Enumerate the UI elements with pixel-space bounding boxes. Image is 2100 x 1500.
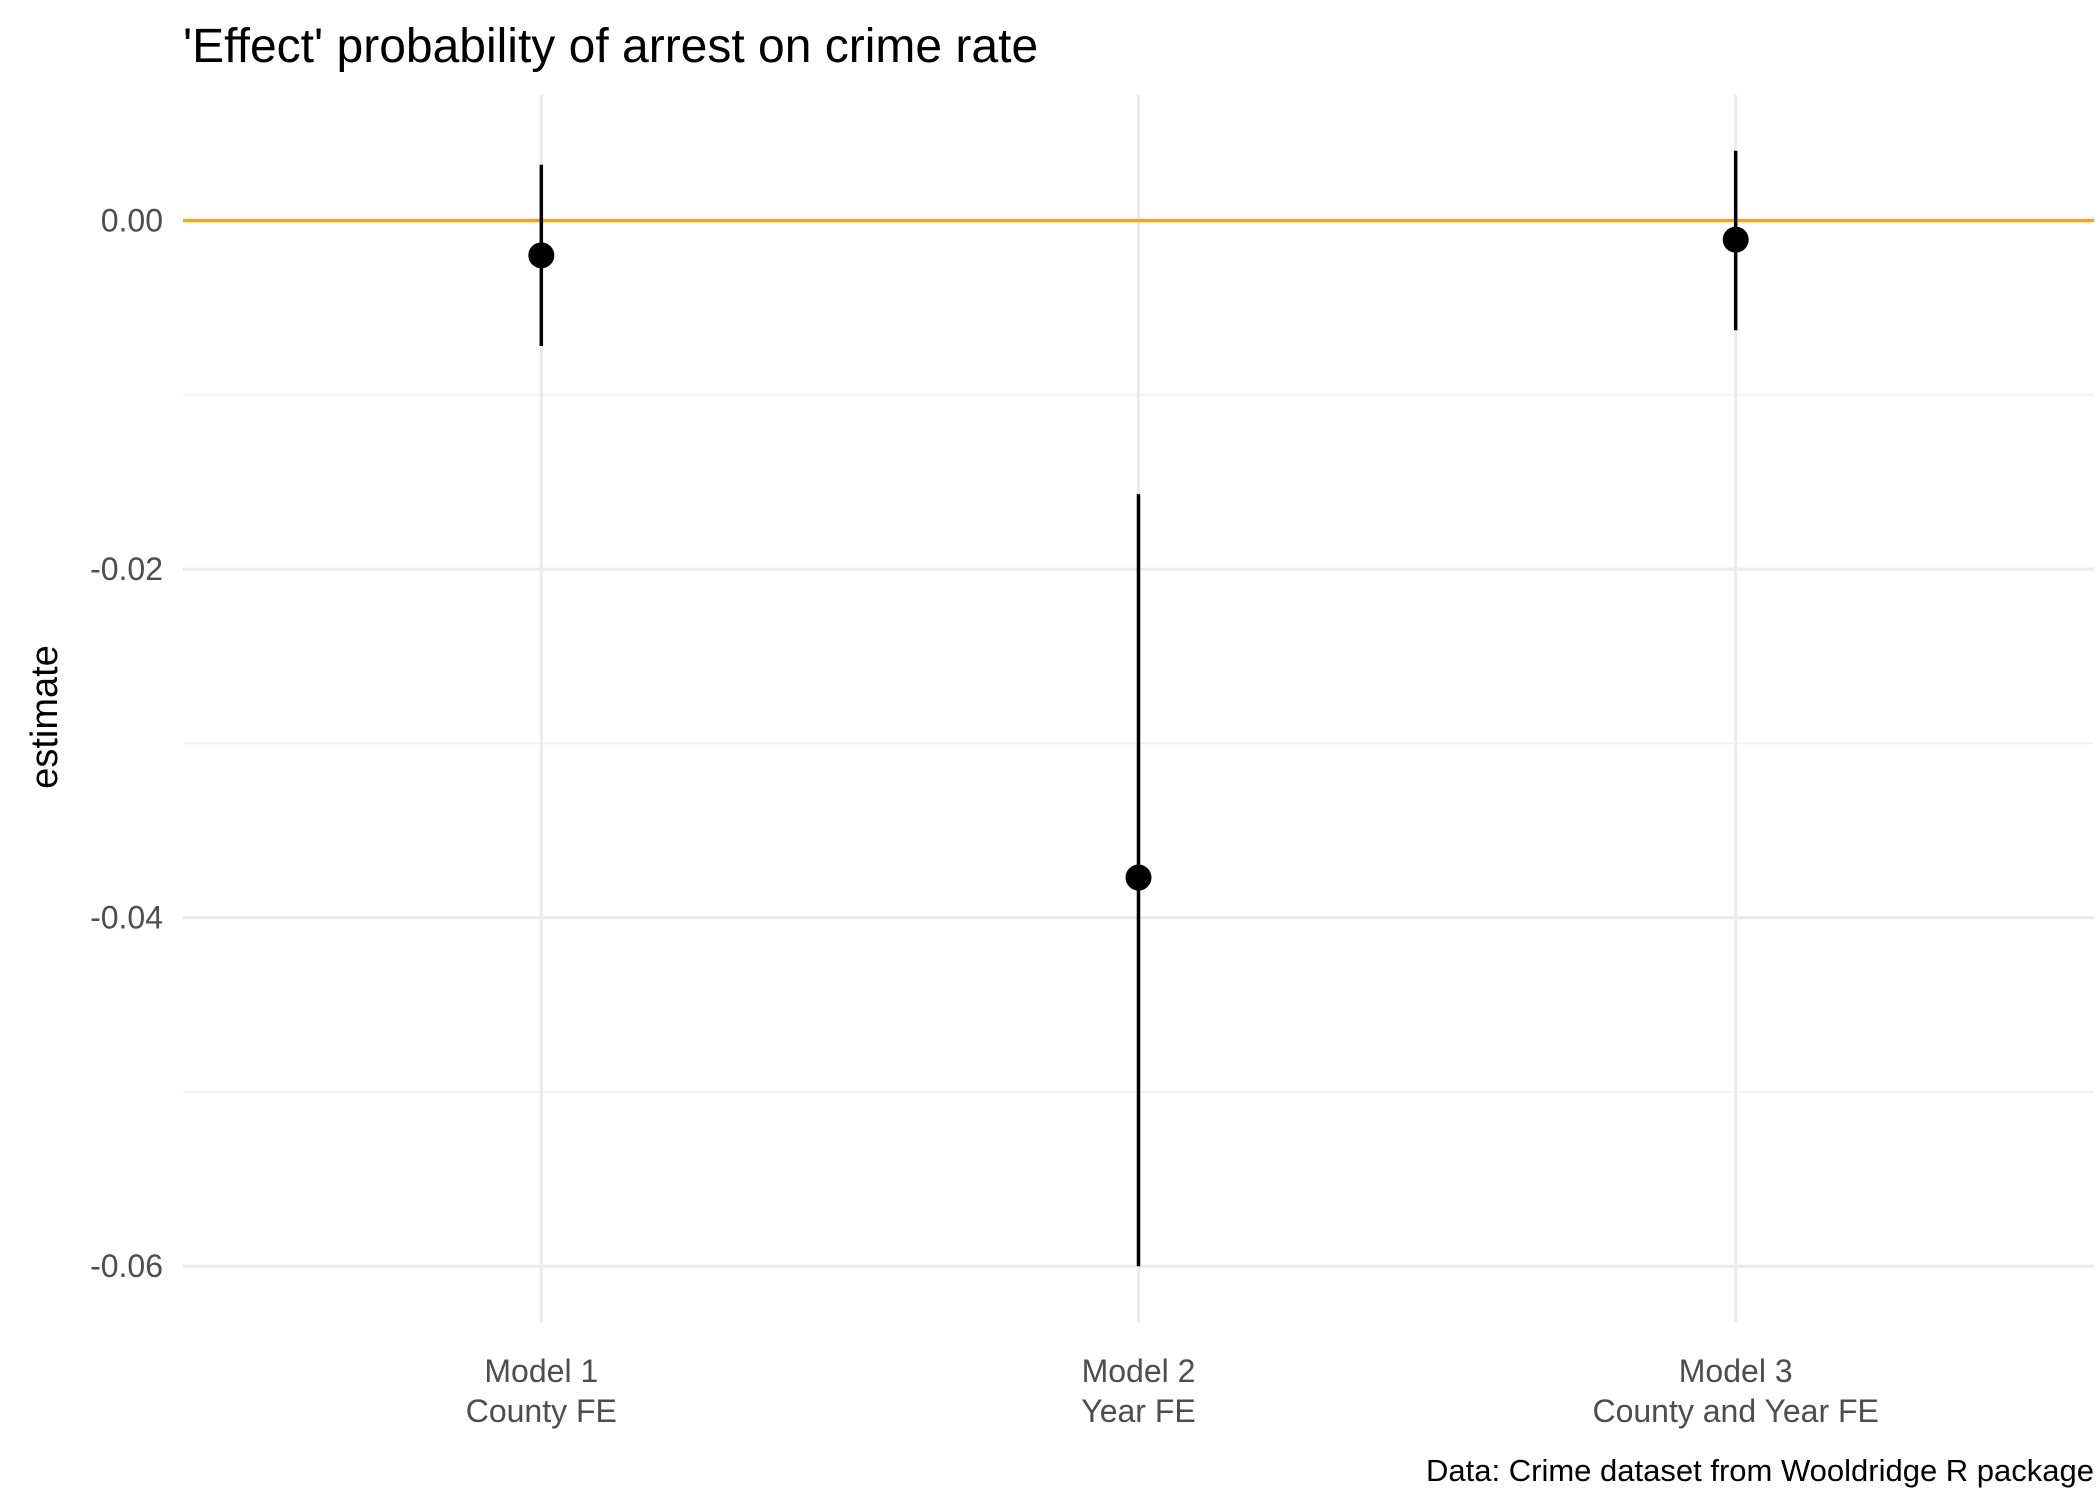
chart-caption: Data: Crime dataset from Wooldridge R pa…: [1426, 1453, 2094, 1488]
x-tick-label-line2: County FE: [466, 1393, 617, 1429]
estimate-point: [1125, 864, 1152, 891]
x-tick-label-line1: Model 2: [1082, 1353, 1196, 1389]
chart-title: 'Effect' probability of arrest on crime …: [183, 20, 1038, 73]
x-tick-label-line1: Model 1: [484, 1353, 598, 1389]
y-tick-label: -0.06: [90, 1248, 163, 1284]
y-tick-label: -0.02: [90, 551, 163, 587]
x-tick-label-line2: County and Year FE: [1592, 1393, 1878, 1429]
y-tick-label: 0.00: [101, 202, 163, 238]
x-tick-label-line2: Year FE: [1081, 1393, 1195, 1429]
y-axis-label: estimate: [24, 645, 66, 789]
x-axis-ticks: Model 1 County FE Model 2 Year FE Model 3 Cou…: [466, 1353, 1879, 1429]
estimate-point: [1722, 226, 1749, 253]
y-axis-ticks: 0.00 -0.02 -0.04 -0.06: [90, 202, 163, 1284]
estimate-point: [528, 242, 555, 269]
x-tick-label-line1: Model 3: [1679, 1353, 1793, 1389]
y-tick-label: -0.04: [90, 900, 163, 936]
data-marks: [528, 150, 1749, 1267]
